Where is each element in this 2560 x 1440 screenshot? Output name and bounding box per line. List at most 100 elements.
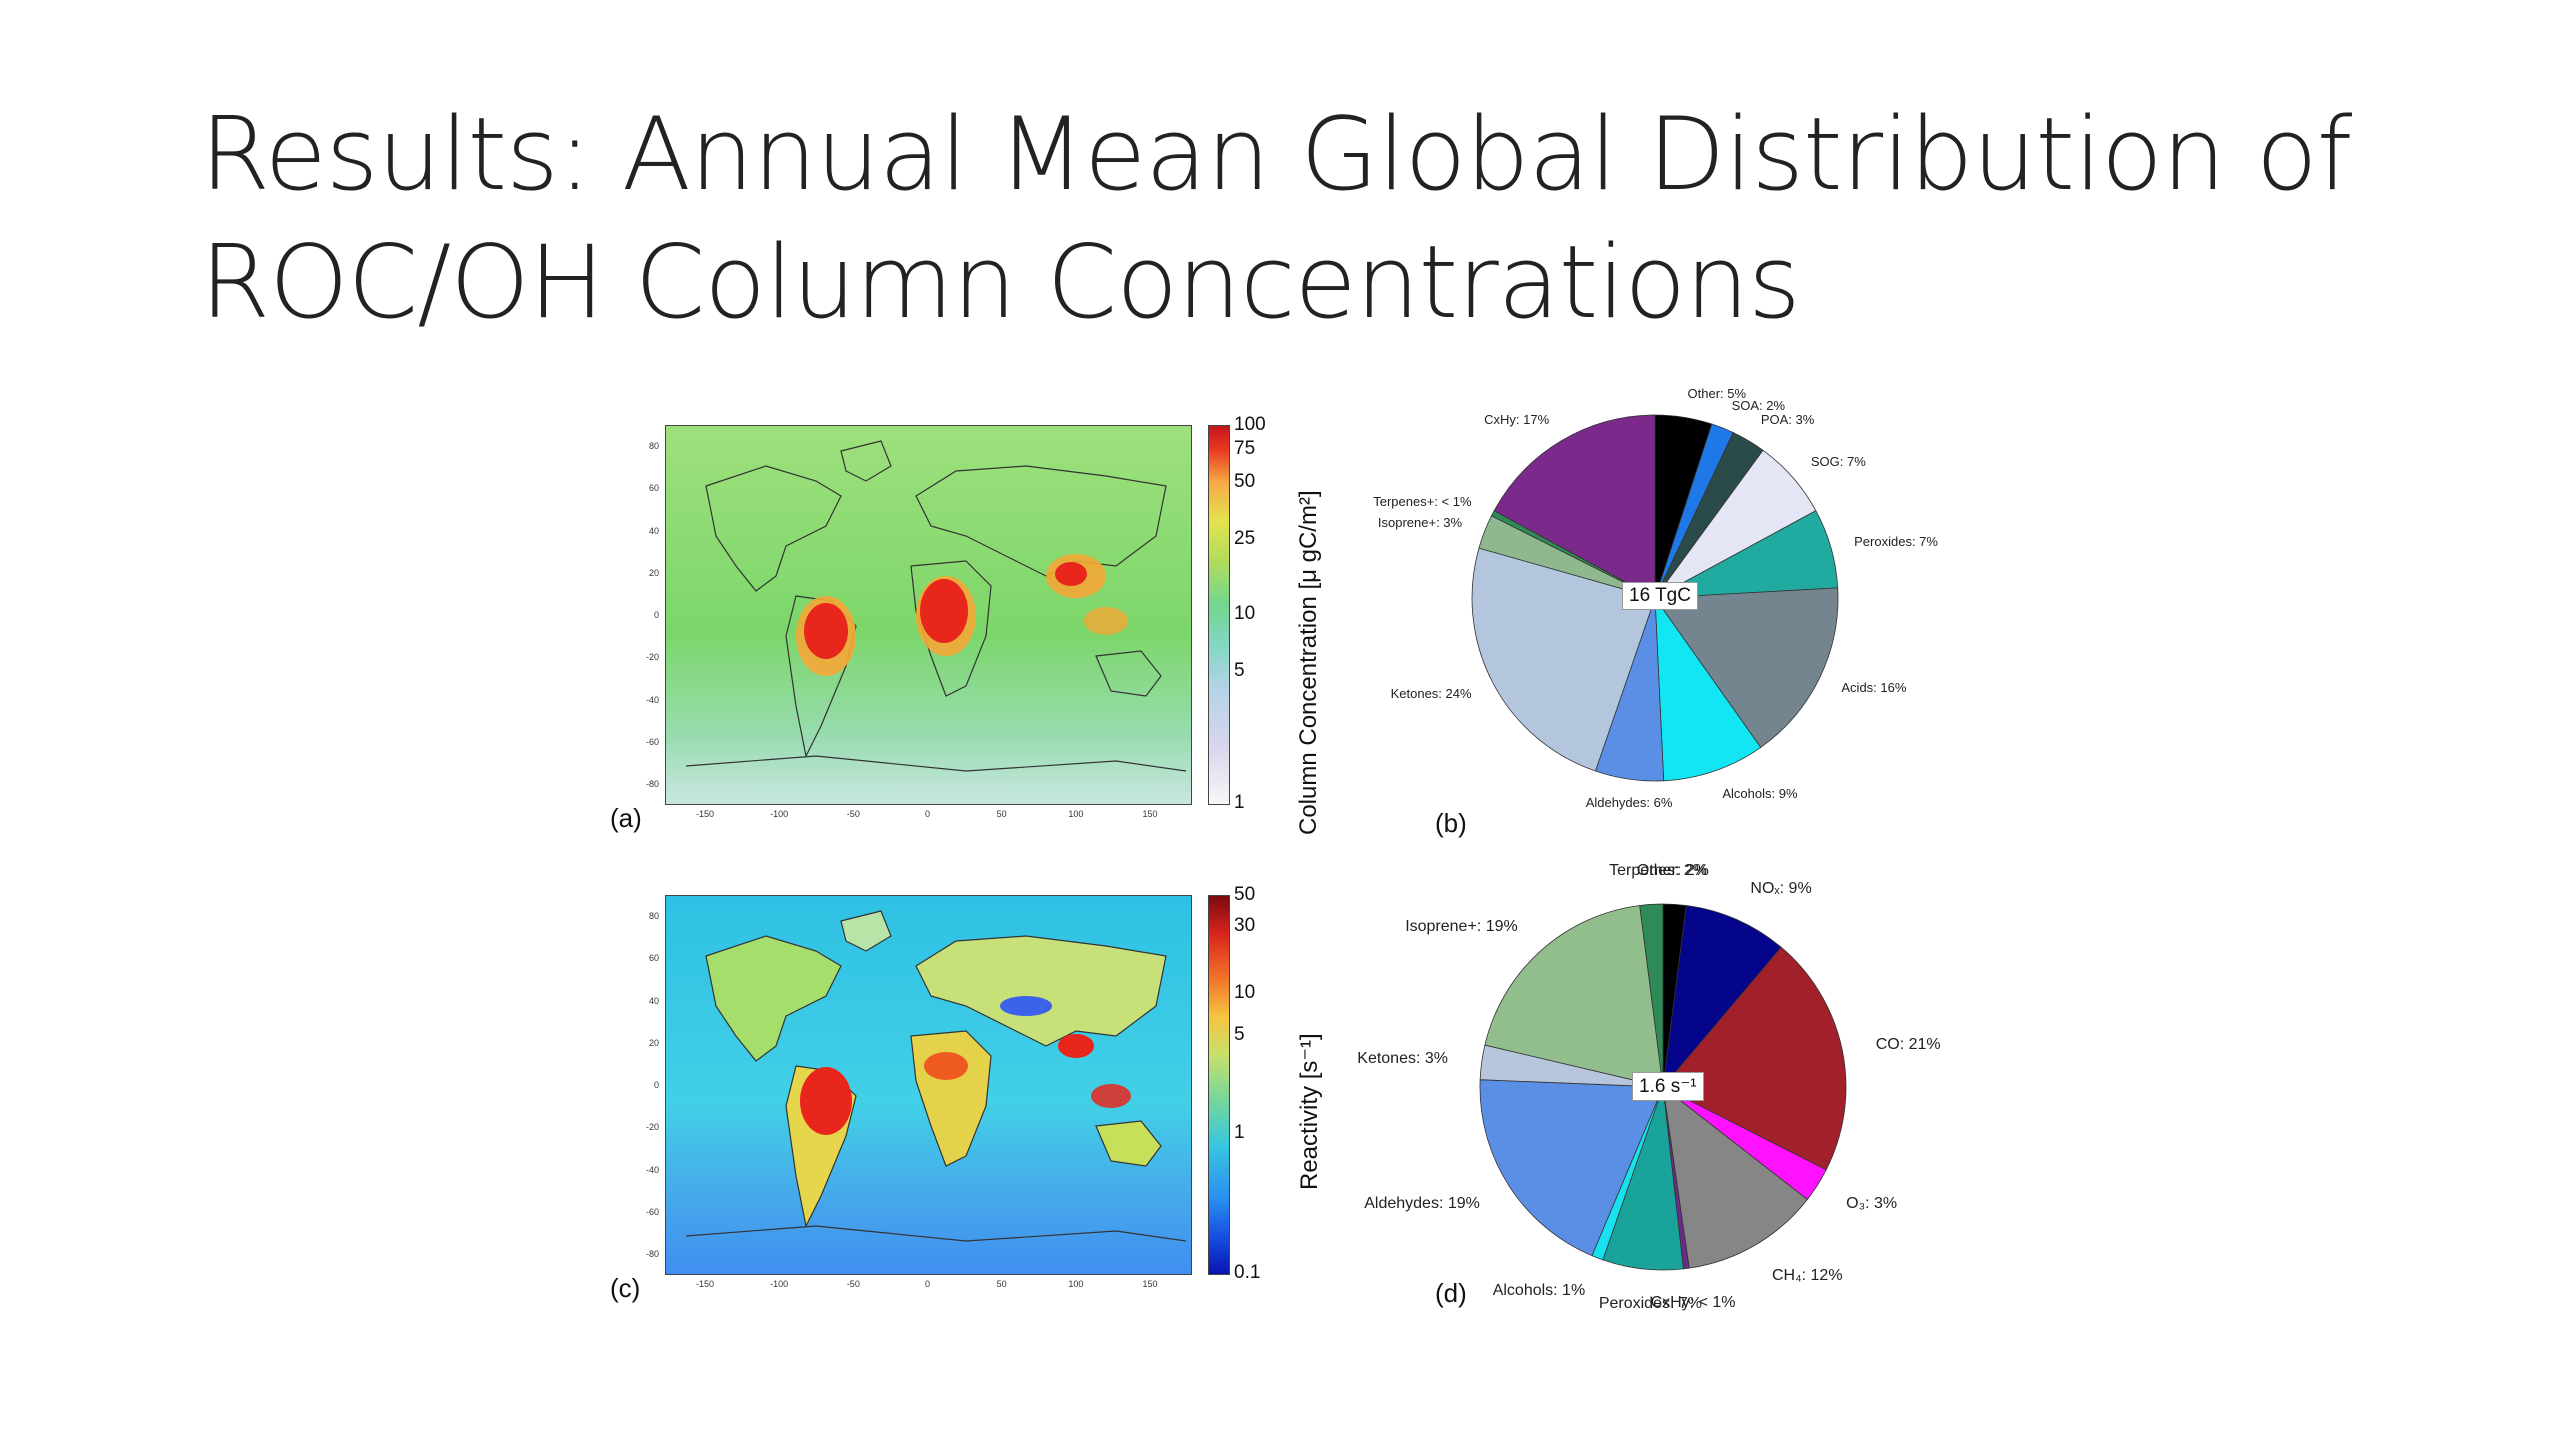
pie-b-center-label: 16 TgC (1622, 582, 1698, 610)
pie-slice-label: Terpenes: 2% (1609, 862, 1707, 880)
pie-slice-label: CH₄: 12% (1771, 1266, 1843, 1284)
pie-slice (1662, 905, 1782, 1089)
panel-label-c: (c) (610, 1273, 641, 1303)
pie-slice (1484, 905, 1664, 1088)
pie-slice-label: CxHy: < 1% (1650, 1294, 1736, 1312)
pie-slice-label: Ketones: 24% (1390, 685, 1472, 701)
map-panel-a: 80 60 40 20 0 -20 -40 -60 -80 -150 -100 -50 0 50 100 1… (610, 414, 1322, 835)
map-x-tick: 50 (996, 1279, 1007, 1289)
pie-slice (1662, 946, 1847, 1171)
map-x-tick: 0 (924, 1279, 930, 1289)
pie-slice-label: NOₓ: 9% (1750, 880, 1812, 898)
pie-slice-label: Isoprene+: 19% (1405, 917, 1518, 935)
pie-slice (1662, 1086, 1808, 1269)
map-x-tick: -150 (695, 1279, 714, 1289)
pie-slice-label: POA: 3% (1760, 412, 1815, 428)
map-x-tick: 150 (1142, 809, 1158, 819)
pie-slice (1654, 596, 1762, 782)
pie-slice-label: O₃: 3% (1846, 1195, 1898, 1213)
map-x-tick: -50 (846, 1279, 860, 1289)
map-y-tick: -80 (645, 779, 659, 789)
pie-slice (1493, 414, 1656, 599)
panel-label-b: (b) (1435, 808, 1467, 838)
pie-slice-label: Peroxides: 7% (1598, 1294, 1702, 1312)
pie-slice (1639, 903, 1664, 1088)
map-y-tick: 0 (653, 610, 659, 620)
map-y-tick: 20 (648, 1037, 659, 1048)
map-y-tick: -60 (645, 736, 659, 747)
map-c-hotspots (800, 996, 1131, 1135)
pie-slice-label: Aldehydes: 6% (1585, 794, 1673, 810)
map-y-tick: 0 (653, 1080, 659, 1090)
pie-slice (1654, 587, 1839, 748)
pie-slice-label: CO: 21% (1875, 1036, 1941, 1054)
colorbar-tick: 10 (1234, 981, 1256, 1003)
map-y-tick: -40 (645, 1164, 659, 1175)
map-y-tick: -40 (645, 694, 659, 705)
colorbar-tick: 25 (1234, 527, 1256, 549)
pie-d-center-label: 1.6 s⁻¹ (1632, 1072, 1704, 1101)
pie-slice-label: Terpenes+: < 1% (1373, 494, 1472, 510)
map-y-tick: 60 (648, 953, 659, 964)
map-x-tick: -100 (770, 809, 789, 819)
map-c-plot-area (665, 895, 1192, 1275)
slide-title: Results: Annual Mean Global Distribution… (200, 90, 2400, 346)
map-y-tick: -60 (645, 1206, 659, 1217)
map-x-tick: -150 (695, 809, 714, 819)
colorbar-a-label: Column Concentration [μ gC/m²] (1295, 490, 1322, 835)
pie-slice (1479, 1079, 1664, 1257)
slide-title-line-1: Results: Annual Mean Global Distribution… (200, 95, 2352, 213)
colorbar-tick: 0.1 (1234, 1262, 1261, 1283)
map-c-coastlines (685, 910, 1187, 1242)
map-y-tick: 80 (648, 911, 659, 921)
map-x-tick: 0 (924, 809, 930, 819)
map-panel-c: 80 60 40 20 0 -20 -40 -60 -80 -150 -100 -50 0 50 100 1… (610, 884, 1323, 1303)
map-y-tick: -20 (645, 652, 659, 663)
map-y-tick: 80 (648, 441, 659, 451)
panel-label-d: (d) (1435, 1278, 1467, 1308)
map-a-hotspots (796, 554, 1128, 676)
pie-slice-label: CxHy: 17% (1484, 412, 1550, 428)
colorbar-tick: 30 (1234, 915, 1256, 937)
map-x-tick: 150 (1142, 1279, 1158, 1289)
pie-b-svg (1471, 414, 1839, 782)
map-y-tick: 40 (648, 995, 659, 1006)
pie-slice (1471, 547, 1656, 772)
map-x-tick: 100 (1068, 1279, 1084, 1289)
map-y-tick: 40 (648, 525, 659, 536)
map-x-tick: 50 (996, 809, 1007, 819)
pie-slice-label: Alcohols: 1% (1492, 1281, 1586, 1299)
pie-slice-label: Acids: 16% (1841, 680, 1907, 696)
map-x-tick: 100 (1068, 809, 1084, 819)
slide-title-line-2: ROC/OH Column Concentrations (200, 223, 1801, 341)
map-y-tick: 20 (648, 567, 659, 578)
pie-slice-label: Isoprene+: 3% (1377, 514, 1463, 530)
pie-slice-label: Alcohols: 9% (1722, 785, 1798, 801)
colorbar-c-label: Reactivity [s⁻¹] (1296, 1033, 1323, 1190)
map-c-svg (666, 896, 1191, 1274)
pie-slice-label: SOA: 2% (1731, 397, 1786, 413)
colorbar-tick: 5 (1234, 1024, 1245, 1046)
pie-slice-label: Ketones: 3% (1357, 1049, 1448, 1067)
colorbar-a (1208, 425, 1230, 805)
map-x-tick: -100 (770, 1279, 789, 1289)
colorbar-tick: 50 (1234, 470, 1256, 492)
map-y-tick: -80 (645, 1249, 659, 1259)
colorbar-tick: 5 (1234, 659, 1245, 681)
map-a-svg (666, 426, 1191, 804)
pie-panel-d: Other: 2% NOₓ: 9% CO: 21% O₃: 3% CH₄: 12% CxH… (1357, 850, 2010, 1312)
pie-slice-label: Other: 2% (1636, 862, 1709, 880)
map-a-plot-area (665, 425, 1192, 805)
pie-d-svg (1479, 903, 1847, 1271)
pie-slice-label: Aldehydes: 19% (1364, 1195, 1480, 1213)
map-y-tick: 60 (648, 483, 659, 494)
panel-label-a: (a) (610, 803, 642, 833)
colorbar-tick: 100 (1234, 414, 1266, 435)
colorbar-c (1208, 895, 1230, 1275)
map-y-tick: -20 (645, 1122, 659, 1133)
colorbar-tick: 1 (1234, 1121, 1245, 1143)
colorbar-tick: 1 (1234, 792, 1245, 813)
colorbar-tick: 10 (1234, 603, 1256, 624)
colorbar-tick: 50 (1234, 884, 1256, 905)
colorbar-tick: 75 (1234, 437, 1256, 459)
